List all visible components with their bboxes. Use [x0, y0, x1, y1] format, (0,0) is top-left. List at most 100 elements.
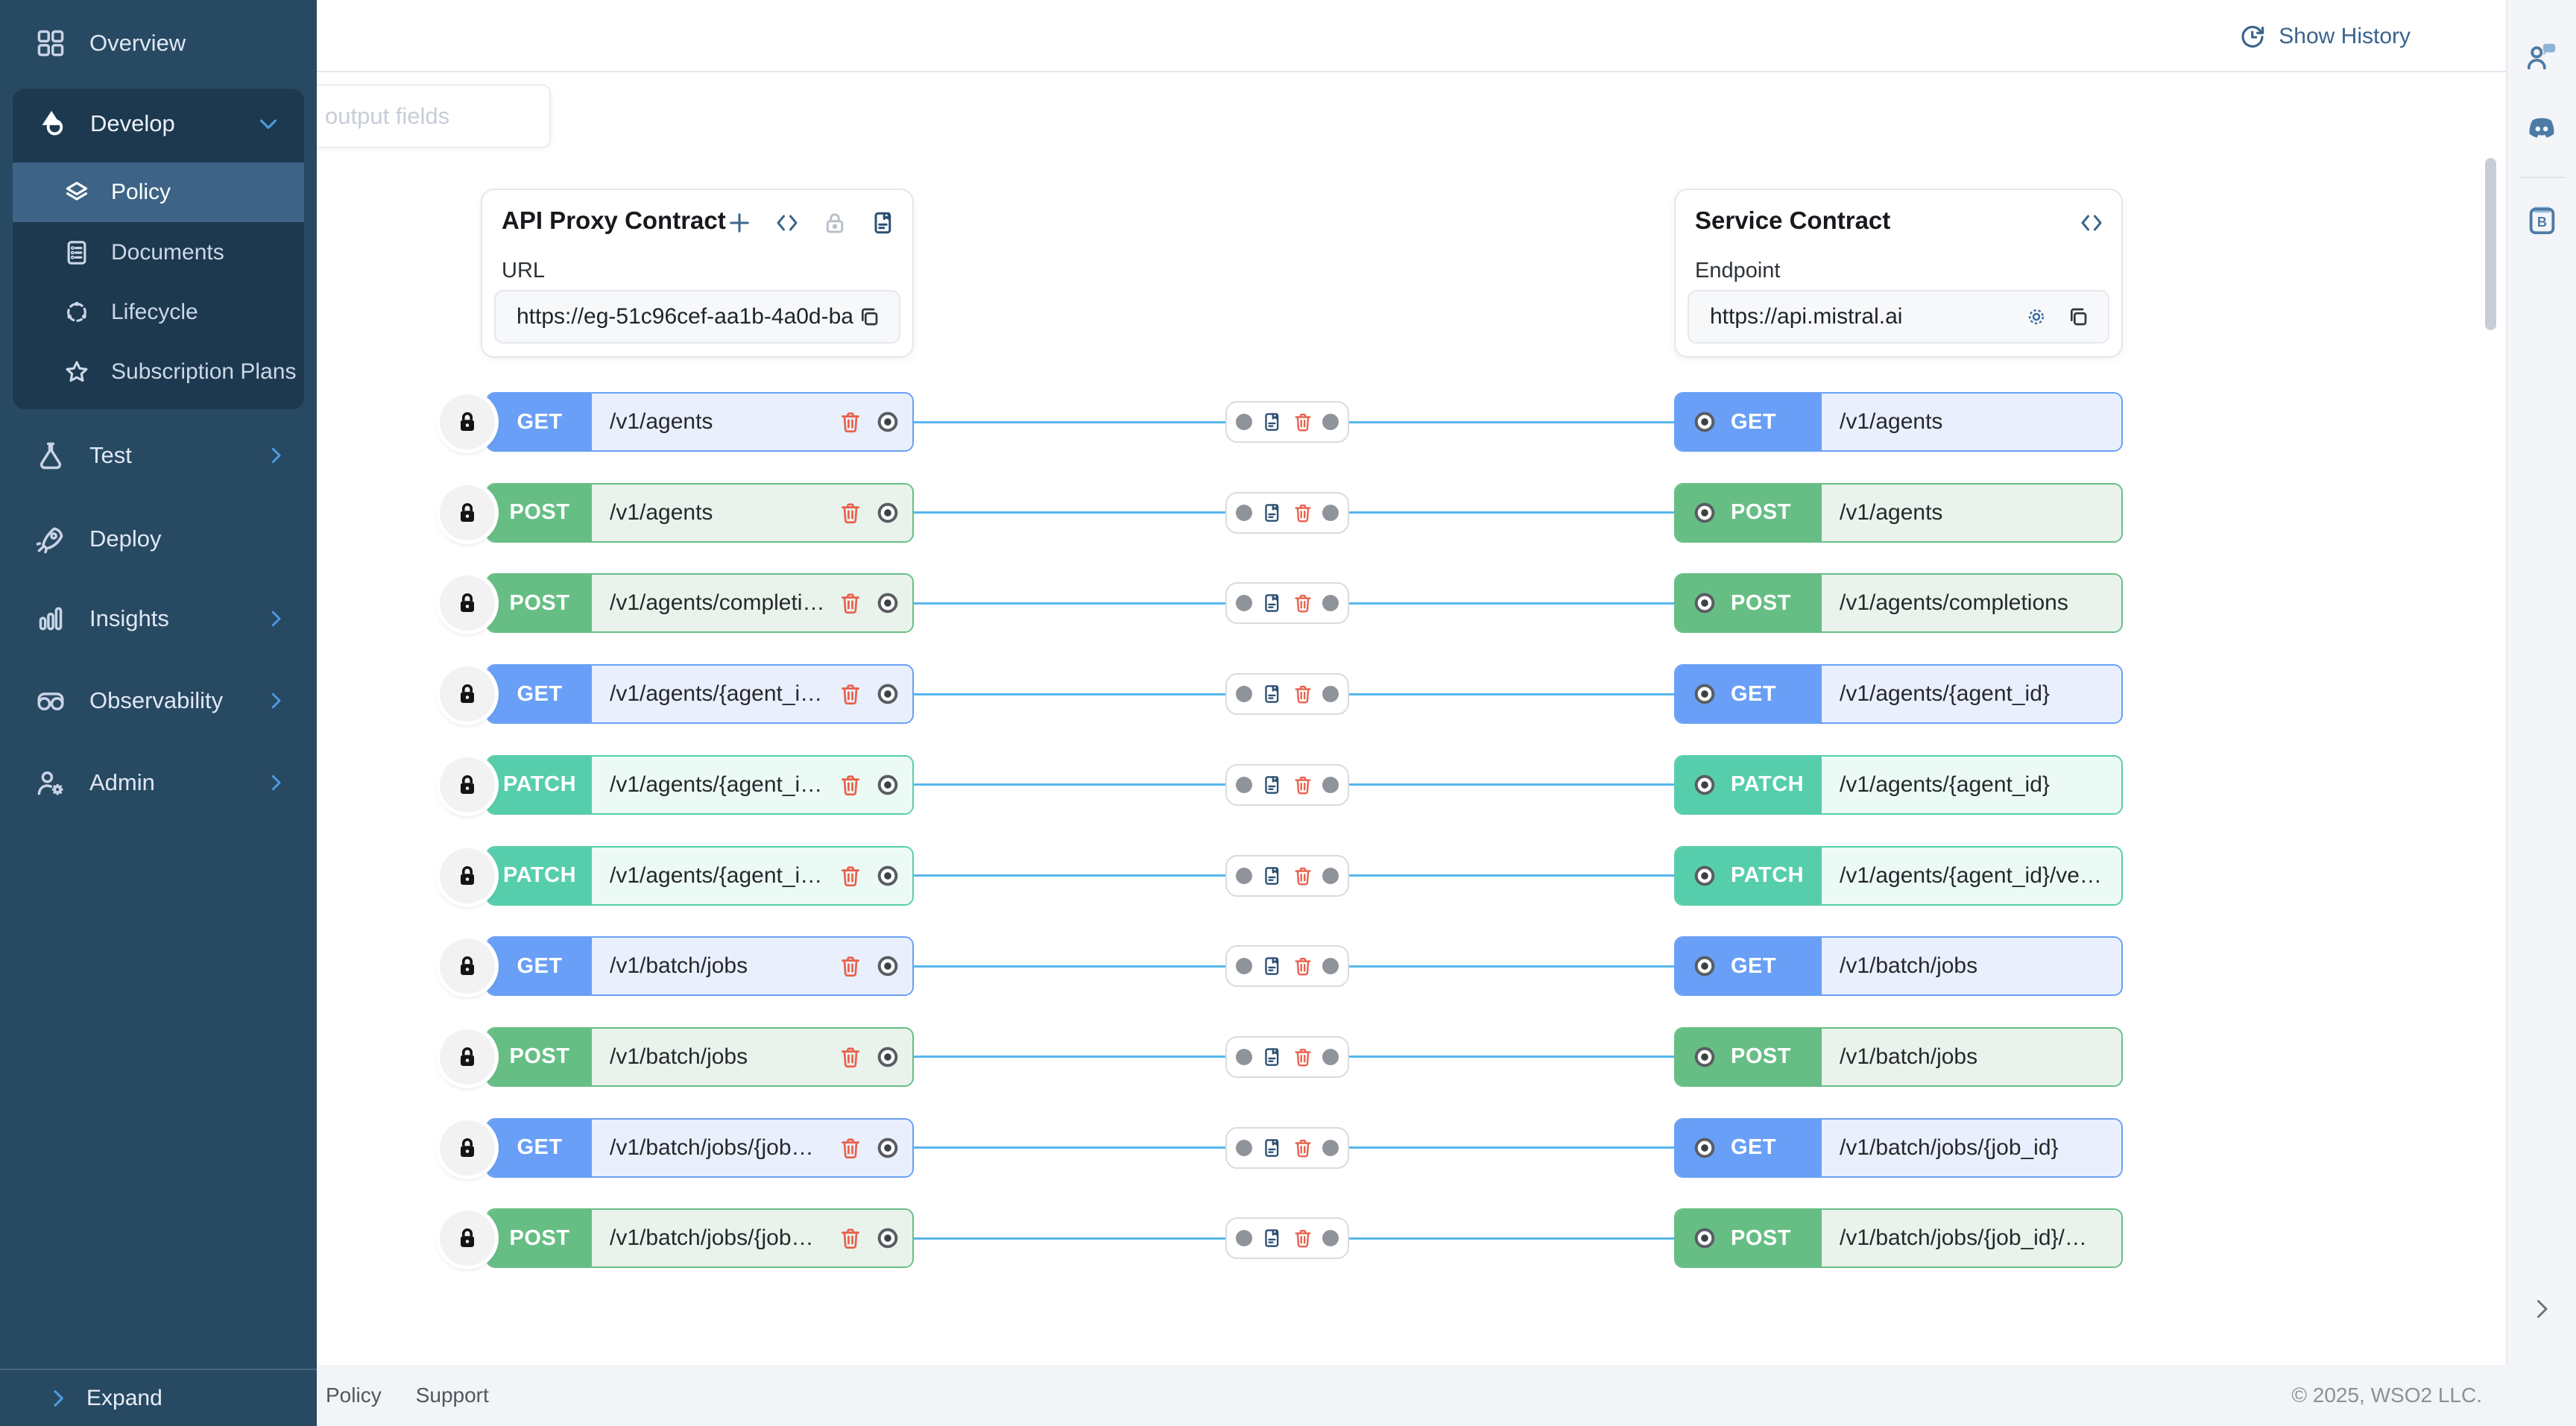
delete-icon[interactable] — [1292, 774, 1314, 796]
connector-dot[interactable] — [1322, 686, 1339, 703]
show-history-button[interactable]: Show History — [2238, 19, 2411, 54]
connector-dot[interactable] — [1235, 414, 1252, 430]
sidebar-item-lifecycle[interactable]: Lifecycle — [13, 283, 304, 342]
connection-handle-icon[interactable] — [875, 772, 900, 798]
sidebar-item-develop[interactable]: Develop — [13, 95, 304, 153]
delete-icon[interactable] — [838, 953, 863, 979]
connection-handle-icon[interactable] — [875, 953, 900, 979]
connection-handle-icon[interactable] — [1692, 681, 1717, 707]
connector-dot[interactable] — [1322, 1048, 1339, 1065]
connection-handle-icon[interactable] — [1692, 409, 1717, 435]
connection-handle-icon[interactable] — [875, 681, 900, 707]
delete-icon[interactable] — [1292, 502, 1314, 524]
service-endpoint-input[interactable]: https://api.mistral.ai — [1688, 290, 2109, 344]
proxy-url-input[interactable]: https://eg-51c96cef-aa1b-4a0d-ba — [494, 290, 900, 344]
add-resource-icon[interactable] — [726, 209, 753, 236]
security-lock-badge[interactable] — [440, 575, 495, 631]
footer-link-support[interactable]: Support — [415, 1384, 489, 1407]
connector-dot[interactable] — [1235, 776, 1252, 793]
security-lock-badge[interactable] — [440, 757, 495, 813]
copy-icon[interactable] — [2066, 305, 2090, 329]
delete-icon[interactable] — [838, 1225, 863, 1251]
connector-dot[interactable] — [1322, 1230, 1339, 1247]
notebook-icon[interactable] — [1260, 865, 1283, 887]
discord-icon[interactable] — [2525, 110, 2559, 145]
connection-handle-icon[interactable] — [1692, 1135, 1717, 1161]
sidebar-item-documents[interactable]: Documents — [13, 223, 304, 283]
connection-handle-icon[interactable] — [1692, 863, 1717, 889]
connection-handle-icon[interactable] — [875, 500, 900, 526]
lock-icon[interactable] — [821, 209, 848, 236]
connector-dot[interactable] — [1322, 414, 1339, 430]
security-lock-badge[interactable] — [440, 666, 495, 722]
delete-icon[interactable] — [838, 590, 863, 616]
connection-handle-icon[interactable] — [875, 863, 900, 889]
connection-handle-icon[interactable] — [1692, 772, 1717, 798]
connector-dot[interactable] — [1235, 1230, 1252, 1247]
connector-dot[interactable] — [1322, 958, 1339, 975]
connector-dot[interactable] — [1322, 504, 1339, 521]
connection-handle-icon[interactable] — [875, 1044, 900, 1070]
sidebar-item-test[interactable]: Test — [0, 426, 317, 485]
connector-dot[interactable] — [1235, 1048, 1252, 1065]
security-lock-badge[interactable] — [440, 848, 495, 903]
delete-icon[interactable] — [1292, 1046, 1314, 1068]
code-view-icon[interactable] — [2078, 209, 2105, 236]
notebook-icon[interactable] — [1260, 1046, 1283, 1068]
connector-dot[interactable] — [1235, 958, 1252, 975]
feedback-icon[interactable] — [2525, 39, 2559, 73]
delete-icon[interactable] — [1292, 592, 1314, 614]
sidebar-item-insights[interactable]: Insights — [0, 589, 317, 649]
vertical-scrollbar[interactable] — [2485, 158, 2496, 330]
delete-icon[interactable] — [1292, 683, 1314, 705]
connection-handle-icon[interactable] — [1692, 1225, 1717, 1251]
sidebar-item-observability[interactable]: Observability — [0, 671, 317, 731]
docs-icon[interactable]: B — [2525, 203, 2559, 237]
security-lock-badge[interactable] — [440, 938, 495, 994]
delete-icon[interactable] — [1292, 955, 1314, 977]
delete-icon[interactable] — [838, 863, 863, 889]
delete-icon[interactable] — [1292, 411, 1314, 433]
security-lock-badge[interactable] — [440, 394, 495, 449]
security-lock-badge[interactable] — [440, 1120, 495, 1176]
copy-icon[interactable] — [857, 305, 881, 329]
connection-handle-icon[interactable] — [875, 409, 900, 435]
code-view-icon[interactable] — [774, 209, 801, 236]
notebook-icon[interactable] — [1260, 683, 1283, 705]
notebook-icon[interactable] — [1260, 592, 1283, 614]
notebook-icon[interactable] — [1260, 1227, 1283, 1249]
connection-handle-icon[interactable] — [875, 1135, 900, 1161]
connector-dot[interactable] — [1235, 867, 1252, 884]
delete-icon[interactable] — [838, 500, 863, 526]
connection-handle-icon[interactable] — [1692, 590, 1717, 616]
sidebar-item-subscription-plans[interactable]: Subscription Plans — [13, 342, 304, 402]
sidebar-item-policy[interactable]: Policy — [13, 163, 304, 222]
notebook-icon[interactable] — [1260, 774, 1283, 796]
connection-handle-icon[interactable] — [875, 1225, 900, 1251]
security-lock-badge[interactable] — [440, 1029, 495, 1085]
connector-dot[interactable] — [1235, 504, 1252, 521]
sidebar-expand-button[interactable]: Expand — [0, 1369, 317, 1426]
connection-handle-icon[interactable] — [1692, 500, 1717, 526]
delete-icon[interactable] — [1292, 1227, 1314, 1249]
connector-dot[interactable] — [1322, 776, 1339, 793]
delete-icon[interactable] — [1292, 1137, 1314, 1159]
notebook-icon[interactable] — [1260, 1137, 1283, 1159]
notebook-icon[interactable] — [1260, 502, 1283, 524]
delete-icon[interactable] — [1292, 865, 1314, 887]
notebook-icon[interactable] — [1260, 411, 1283, 433]
connection-handle-icon[interactable] — [1692, 1044, 1717, 1070]
notebook-icon[interactable] — [1260, 955, 1283, 977]
delete-icon[interactable] — [838, 1044, 863, 1070]
connection-handle-icon[interactable] — [875, 590, 900, 616]
connection-handle-icon[interactable] — [1692, 953, 1717, 979]
connector-dot[interactable] — [1235, 686, 1252, 703]
connector-dot[interactable] — [1322, 1139, 1339, 1156]
delete-icon[interactable] — [838, 1135, 863, 1161]
security-lock-badge[interactable] — [440, 485, 495, 540]
sidebar-item-admin[interactable]: Admin — [0, 753, 317, 813]
connector-dot[interactable] — [1235, 595, 1252, 612]
collapse-panel-icon[interactable] — [2528, 1296, 2555, 1322]
delete-icon[interactable] — [838, 772, 863, 798]
sidebar-item-overview[interactable]: Overview — [0, 13, 317, 73]
